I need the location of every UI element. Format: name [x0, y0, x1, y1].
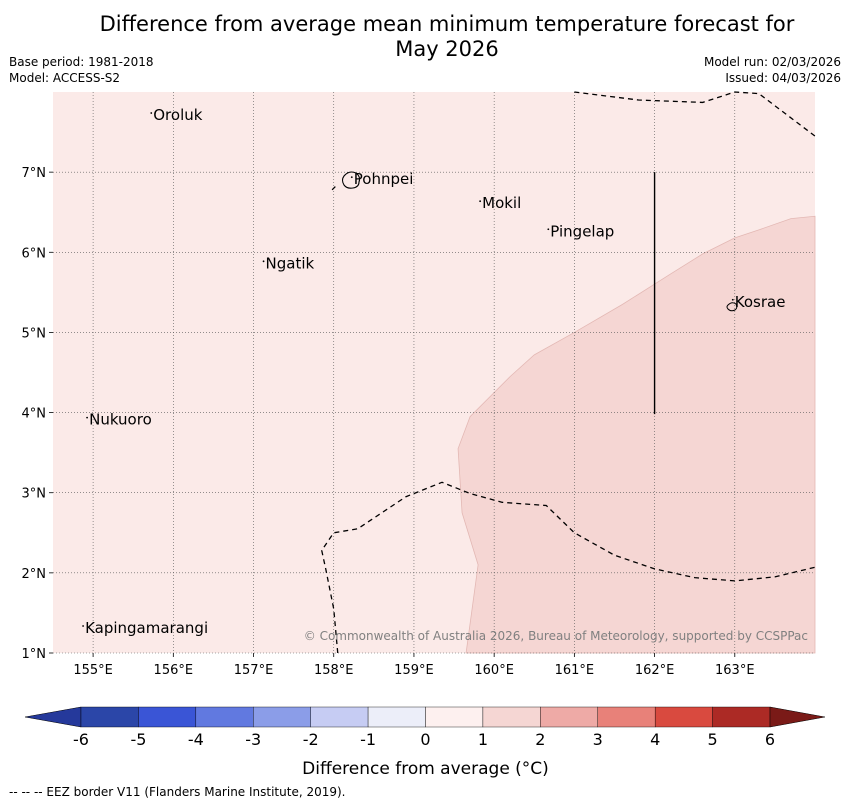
lon-tick-label: 161°E: [555, 663, 595, 678]
place-label: Ngatik: [266, 254, 315, 272]
place-label: Kosrae: [735, 293, 786, 311]
place-marker: [262, 260, 265, 263]
colorbar-extend-min: [24, 706, 82, 728]
lat-tick-label: 4°N: [22, 407, 47, 422]
lon-tick-label: 160°E: [474, 663, 514, 678]
place-marker: [731, 298, 734, 301]
colorbar-segment: [80, 706, 139, 728]
anomaly-region: [457, 215, 816, 654]
colorbar-tick-label: 0: [420, 730, 430, 749]
run-info: Model run: 02/03/2026 Issued: 04/03/2026: [704, 54, 841, 86]
model-run: Model run: 02/03/2026: [703, 55, 841, 69]
place-marker: [547, 228, 550, 231]
colorbar-tick-label: 4: [650, 730, 660, 749]
place-label: Nukuoro: [89, 411, 152, 429]
title-line-1: Difference from average mean minimum tem…: [99, 12, 795, 36]
colorbar-tick-label: 6: [765, 730, 775, 749]
lat-tick-label: 6°N: [22, 246, 47, 261]
colorbar-tick-label: -6: [73, 730, 89, 749]
colorbar-segment: [195, 706, 254, 728]
model-name: Model: ACCESS-S2: [9, 71, 121, 85]
lat-tick-label: 1°N: [22, 647, 47, 662]
lon-tick-label: 158°E: [314, 663, 354, 678]
colorbar-tick-label: -5: [130, 730, 146, 749]
colorbar-tick-label: -2: [303, 730, 319, 749]
colorbar-segment: [712, 706, 771, 728]
colorbar-segment: [310, 706, 369, 728]
title-line-2: May 2026: [395, 37, 499, 61]
place-marker: [150, 112, 153, 114]
eez-border: [331, 186, 336, 191]
place-label: Oroluk: [153, 106, 202, 124]
colorbar-tick-label: 1: [478, 730, 488, 749]
colorbar-segment: [253, 706, 311, 728]
lon-tick-label: 163°E: [715, 663, 755, 678]
eez-border: [574, 91, 816, 137]
lon-tick-label: 159°E: [394, 663, 434, 678]
place-label: Mokil: [482, 194, 521, 212]
pohnpei-island: [341, 171, 361, 189]
place-marker: [82, 625, 84, 627]
place-marker: [350, 176, 353, 179]
base-period: Base period: 1981-2018: [9, 55, 154, 69]
colorbar-segment: [367, 706, 426, 728]
colorbar-extend-max: [769, 706, 826, 728]
colorbar-tick-label: 3: [593, 730, 603, 749]
colorbar-tick-label: 2: [535, 730, 545, 749]
colorbar-tick-label: 5: [707, 730, 717, 749]
lon-tick-label: 162°E: [635, 663, 675, 678]
lat-tick-label: 3°N: [22, 487, 47, 502]
colorbar-segment: [482, 706, 541, 728]
colorbar-tick-label: -1: [360, 730, 376, 749]
copyright-text: © Commonwealth of Australia 2026, Bureau…: [304, 629, 808, 643]
lat-tick-label: 2°N: [22, 567, 47, 582]
place-label: Kapingamarangi: [85, 619, 208, 637]
kosrae-island: [726, 302, 738, 312]
model-info: Base period: 1981-2018 Model: ACCESS-S2: [9, 54, 154, 86]
place-marker: [86, 416, 88, 419]
colorbar-tick-label: -3: [245, 730, 261, 749]
lat-tick-label: 7°N: [22, 166, 47, 181]
place-label: Pohnpei: [354, 170, 414, 188]
eez-border: [321, 481, 816, 654]
place-label: Pingelap: [550, 222, 614, 240]
place-marker: [479, 200, 482, 203]
lat-tick-label: 5°N: [22, 326, 47, 341]
colorbar-label: Difference from average (°C): [302, 759, 549, 779]
colorbar-segment: [654, 706, 713, 728]
lon-tick-label: 155°E: [73, 663, 113, 678]
eez-footnote: -- -- -- EEZ border V11 (Flanders Marine…: [9, 785, 346, 799]
colorbar-segment: [138, 706, 197, 728]
issued-date: Issued: 04/03/2026: [725, 71, 841, 85]
lon-tick-label: 156°E: [154, 663, 194, 678]
map-title: Difference from average mean minimum tem…: [90, 12, 804, 62]
colorbar-segment: [597, 706, 656, 728]
colorbar-tick-label: -4: [188, 730, 204, 749]
lon-tick-label: 157°E: [234, 663, 274, 678]
colorbar-segment: [425, 706, 484, 728]
colorbar-segment: [540, 706, 598, 728]
